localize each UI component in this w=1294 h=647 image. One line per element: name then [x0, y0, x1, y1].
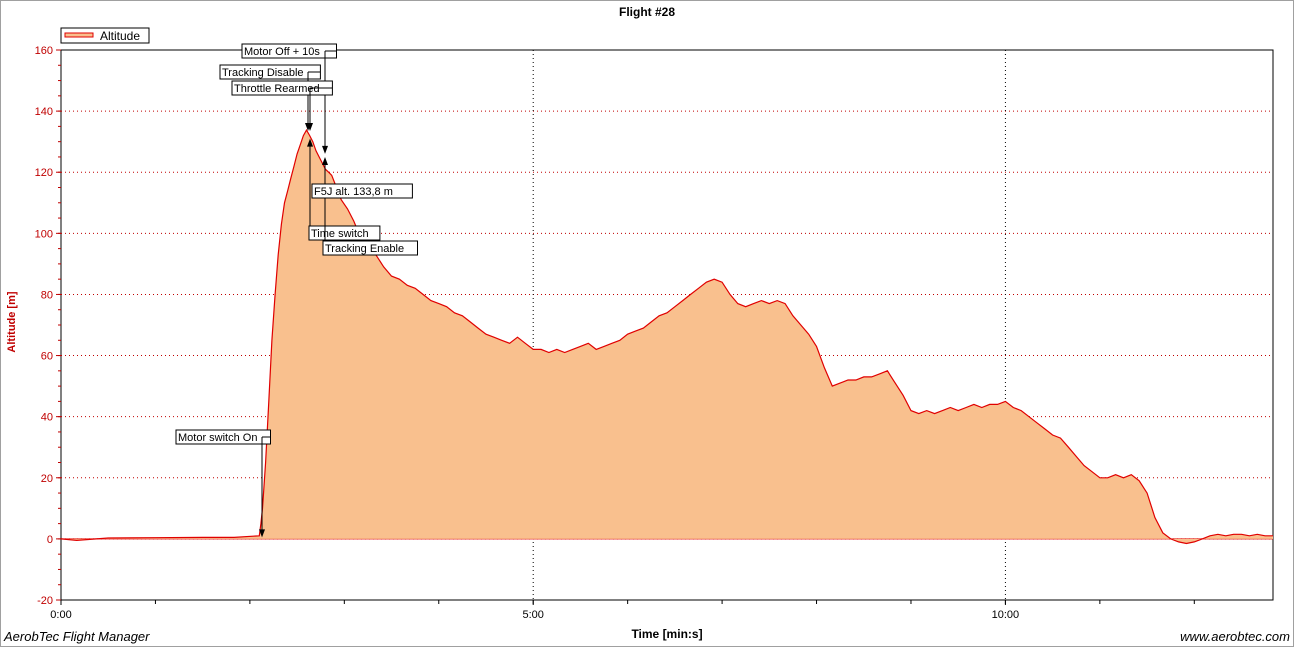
annotation-label: F5J alt. 133,8 m [314, 186, 393, 198]
y-tick-label: 60 [41, 351, 53, 363]
altitude-area [61, 130, 1273, 544]
y-tick-label: 160 [35, 45, 53, 57]
annotation-arrow [259, 529, 265, 538]
annotation-arrow [322, 156, 328, 165]
x-tick-label: 5:00 [522, 609, 543, 621]
annotation-label: Time switch [311, 228, 369, 240]
app-name: AerobTec Flight Manager [4, 629, 150, 644]
x-axis-label: Time [min:s] [631, 627, 703, 641]
chart-title: Flight #28 [618, 5, 675, 19]
annotation-arrow [307, 138, 313, 147]
legend-label: Altitude [100, 29, 140, 43]
legend: Altitude [60, 27, 150, 44]
website-link[interactable]: www.aerobtec.com [1180, 629, 1290, 644]
legend-box [60, 27, 150, 44]
annotation: Throttle Rearmed [231, 80, 333, 131]
annotation-label: Motor switch On [178, 432, 257, 444]
annotation: Motor switch On [175, 429, 271, 538]
annotation-box [311, 183, 413, 199]
altitude-line [60, 128, 1273, 545]
annotation: Motor Off + 10s [241, 43, 337, 154]
y-tick-label: 0 [47, 534, 53, 546]
y-tick-label: 80 [41, 289, 53, 301]
annotation: Tracking Disable [219, 64, 321, 131]
annotation-label: Motor Off + 10s [244, 46, 320, 58]
x-tick-label: 10:00 [992, 609, 1020, 621]
annotation-arrow [307, 122, 313, 131]
y-tick-label: 20 [41, 473, 53, 485]
y-tick-label: 120 [35, 167, 53, 179]
legend-swatch [64, 32, 94, 38]
annotation-box [322, 240, 418, 256]
x-tick-label: 0:00 [50, 609, 71, 621]
annotation-arrow [322, 145, 328, 154]
annotation: F5J alt. 133,8 m [311, 183, 413, 199]
y-tick-label: 100 [35, 228, 53, 240]
y-tick-label: 140 [35, 106, 53, 118]
annotation-label: Tracking Disable [222, 67, 304, 79]
annotation-label: Tracking Enable [325, 243, 404, 255]
annotation-label: Throttle Rearmed [234, 83, 320, 95]
annotation-box [308, 225, 381, 241]
y-tick-label: 40 [41, 412, 53, 424]
y-tick-label: -20 [37, 595, 53, 607]
annotation: Tracking Enable [322, 156, 418, 256]
